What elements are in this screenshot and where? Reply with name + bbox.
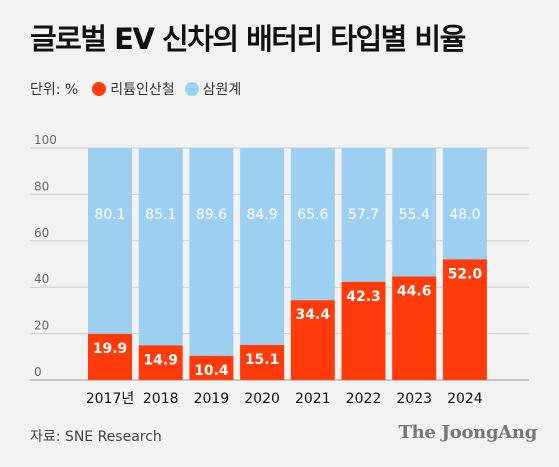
data-label-ncm: 57.7 <box>348 207 379 223</box>
data-label-ncm: 48.0 <box>449 207 480 223</box>
y-tick-label: 0 <box>34 365 42 379</box>
y-tick-label: 60 <box>34 226 49 240</box>
x-tick-label: 2018 <box>143 391 179 407</box>
data-label-ncm: 84.9 <box>247 207 278 223</box>
bar-segment-lfp <box>240 344 285 380</box>
data-label-lfp: 34.4 <box>296 307 331 323</box>
bar-segment-lfp <box>341 281 386 380</box>
data-label-ncm: 65.6 <box>297 207 328 223</box>
x-tick-label: 2019 <box>194 391 230 407</box>
data-label-lfp: 44.6 <box>397 284 432 300</box>
x-tick-label: 2021 <box>295 391 331 407</box>
legend-label-ncm: 삼원계 <box>202 82 242 98</box>
data-label-ncm: 85.1 <box>145 207 176 223</box>
y-tick-label: 100 <box>34 133 57 147</box>
bar-segment-ncm <box>138 148 183 346</box>
data-label-lfp: 52.0 <box>448 266 483 282</box>
chart-title: 글로벌 EV 신차의 배터리 타입별 비율 <box>30 22 466 56</box>
bar-segment-lfp <box>88 333 132 380</box>
data-label-ncm: 55.4 <box>399 207 430 223</box>
bar-segment-lfp <box>442 259 487 380</box>
x-tick-label: 2017년 <box>86 391 135 407</box>
bar-segment-ncm <box>341 148 386 282</box>
bar-segment-lfp <box>392 276 437 380</box>
unit-label: 단위: % <box>30 82 79 98</box>
bar-segment-ncm <box>240 148 285 345</box>
data-label-ncm: 80.1 <box>94 207 125 223</box>
bar-segment-lfp <box>138 345 183 380</box>
y-tick-label: 80 <box>34 179 49 193</box>
data-label-lfp: 19.9 <box>93 341 128 357</box>
legend-item-ncm: 삼원계 <box>184 79 242 99</box>
x-tick-label: 2022 <box>346 391 382 407</box>
legend-item-lfp: 리튬인산철 <box>92 79 175 99</box>
legend-label-lfp: 리튬인산철 <box>110 82 175 98</box>
bar-segment-ncm <box>392 148 437 277</box>
data-label-lfp: 14.9 <box>143 352 178 368</box>
x-tick-label: 2023 <box>396 391 432 407</box>
data-label-lfp: 42.3 <box>346 289 381 305</box>
data-label-lfp: 10.4 <box>194 363 229 379</box>
bar-segment-lfp <box>290 300 335 380</box>
x-tick-label: 2024 <box>447 391 483 407</box>
bar-segment-ncm <box>442 148 487 260</box>
legend: 단위: % 리튬인산철 삼원계 <box>30 79 251 99</box>
x-tick-label: 2020 <box>244 391 280 407</box>
legend-swatch-ncm <box>184 82 199 96</box>
y-tick-label: 20 <box>34 319 49 333</box>
y-tick-label: 40 <box>34 272 49 286</box>
brand-logo: The JoongAng <box>398 422 538 443</box>
bar-segment-ncm <box>88 148 132 334</box>
data-label-lfp: 15.1 <box>245 352 280 368</box>
bar-segment-ncm <box>290 148 335 301</box>
source-note: 자료: SNE Research <box>30 429 162 445</box>
legend-swatch-lfp <box>92 82 107 96</box>
data-label-ncm: 89.6 <box>196 207 227 223</box>
bar-segment-ncm <box>189 148 234 356</box>
bar-segment-lfp <box>189 355 234 380</box>
